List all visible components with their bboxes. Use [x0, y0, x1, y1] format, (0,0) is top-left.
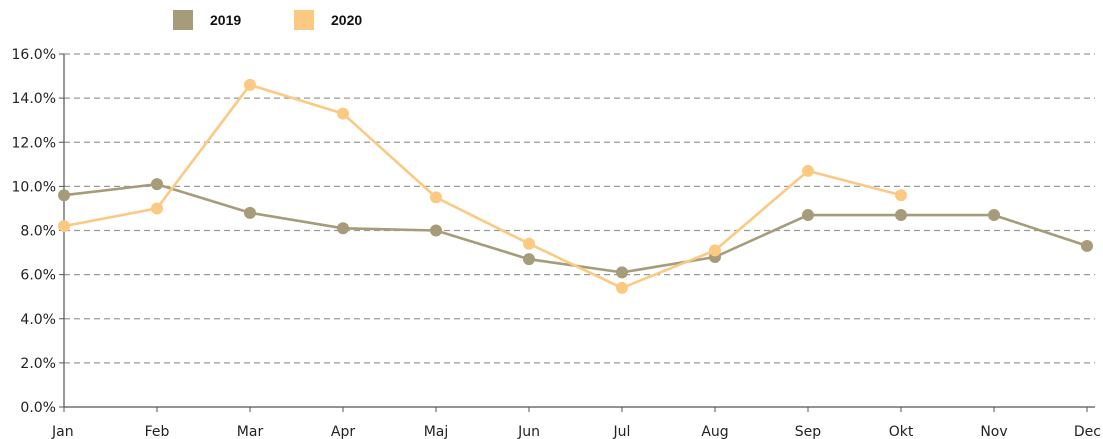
- legend-swatch-2019: [173, 10, 193, 30]
- point-2020-jun: [523, 237, 535, 250]
- point-2020-okt: [895, 189, 907, 202]
- point-2019-sep: [802, 209, 814, 222]
- x-tick-label-sep: Sep: [795, 424, 822, 439]
- point-2019-mar: [244, 206, 256, 219]
- y-tick-label: 10.0%: [12, 179, 56, 195]
- y-tick-label: 2.0%: [20, 356, 56, 372]
- x-tick-label-jan: Jan: [51, 424, 74, 439]
- x-tick-label-apr: Apr: [331, 424, 355, 439]
- point-2019-nov: [988, 209, 1000, 222]
- point-2019-jul: [616, 266, 628, 279]
- y-tick-label: 12.0%: [12, 135, 56, 151]
- legend-label-2020: 2020: [331, 12, 362, 28]
- point-2020-aug: [709, 244, 721, 257]
- point-2019-jan: [58, 189, 70, 202]
- x-tick-label-jul: Jul: [613, 424, 631, 439]
- y-tick-label: 14.0%: [12, 91, 56, 107]
- y-tick-label: 8.0%: [20, 224, 56, 240]
- point-2019-maj: [430, 224, 442, 237]
- point-2020-sep: [802, 164, 814, 177]
- x-tick-label-mar: Mar: [237, 424, 264, 439]
- axes: [59, 53, 1095, 412]
- point-2020-mar: [244, 78, 256, 91]
- x-tick-label-jun: Jun: [517, 424, 540, 439]
- y-tick-label: 6.0%: [20, 268, 56, 284]
- x-tick-label-aug: Aug: [701, 424, 728, 439]
- x-axis-tick-labels: Jan Feb Mar Apr Maj Jun Jul Aug Sep Okt Nov Dec: [51, 424, 1101, 439]
- point-2019-dec: [1081, 239, 1093, 252]
- x-tick-label-feb: Feb: [145, 424, 170, 439]
- y-tick-label: 16.0%: [12, 47, 56, 63]
- point-2019-feb: [151, 178, 163, 191]
- y-axis-tick-labels: 0.0% 2.0% 4.0% 6.0% 8.0% 10.0% 12.0% 14.0% 16.0%: [12, 47, 56, 416]
- point-2019-jun: [523, 253, 535, 266]
- legend-label-2019: 2019: [210, 12, 241, 28]
- series-line-2020: [63, 83, 902, 290]
- point-2019-okt: [895, 209, 907, 222]
- legend: 2019 2020: [173, 10, 362, 30]
- point-2020-jan: [58, 220, 70, 233]
- series-points: [58, 78, 1093, 294]
- point-2020-feb: [151, 202, 163, 215]
- point-2019-apr: [337, 222, 349, 235]
- y-tick-label: 4.0%: [20, 312, 56, 328]
- legend-swatch-2020: [294, 10, 314, 30]
- point-2020-maj: [430, 191, 442, 204]
- x-tick-label-nov: Nov: [980, 424, 1007, 439]
- x-tick-label-maj: Maj: [424, 424, 449, 439]
- series-lines: [63, 83, 1088, 290]
- grid-lines: [64, 53, 1095, 364]
- y-tick-label: 0.0%: [20, 400, 56, 416]
- point-2020-jul: [616, 281, 628, 294]
- series-line-2019: [63, 182, 1088, 274]
- x-tick-label-dec: Dec: [1074, 424, 1101, 439]
- point-2020-apr: [337, 107, 349, 120]
- x-tick-label-okt: Okt: [889, 424, 914, 439]
